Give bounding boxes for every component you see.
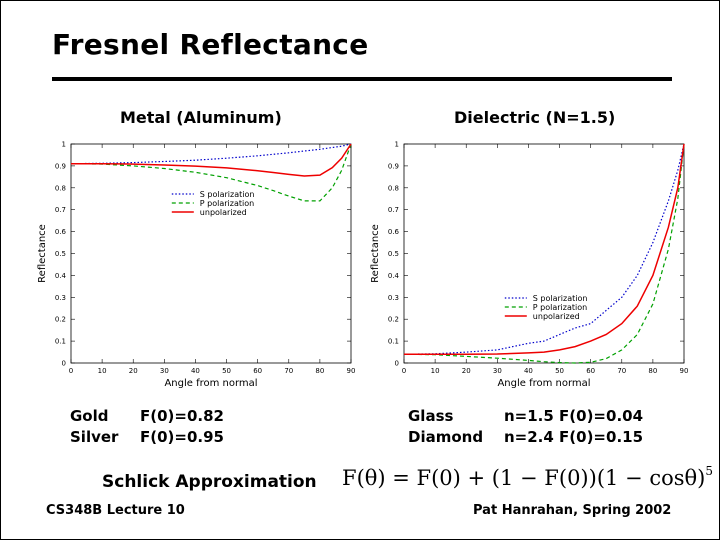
footer-author: Pat Hanrahan, Spring 2002: [473, 503, 672, 518]
plot-area: [403, 143, 685, 364]
material-value: F(0)=0.82: [140, 407, 224, 425]
y-axis-label: Reflectance: [370, 224, 381, 283]
y-tick-label: 0.6: [388, 228, 400, 236]
x-tick-label: 80: [648, 367, 657, 375]
material-value: n=2.4 F(0)=0.15: [504, 428, 644, 446]
y-tick-label: 0.6: [55, 228, 67, 236]
x-tick-label: 90: [680, 367, 689, 375]
x-tick-label: 10: [431, 367, 440, 375]
series-line-p-polarization: [403, 143, 685, 364]
legend-label: S polarization: [533, 294, 588, 303]
y-tick-label: 0.4: [55, 272, 67, 280]
x-tick-label: 30: [160, 367, 169, 375]
legend-label: P polarization: [200, 199, 254, 208]
series-line-unpolarized: [71, 143, 352, 177]
legend-label: P polarization: [533, 303, 587, 312]
x-tick-label: 10: [98, 367, 107, 375]
x-tick-label: 20: [129, 367, 138, 375]
x-tick-label: 40: [524, 367, 533, 375]
material-value: n=1.5 F(0)=0.04: [504, 407, 644, 425]
x-tick-label: 90: [347, 367, 356, 375]
y-tick-label: 0.3: [388, 294, 399, 302]
table-row: Glass n=1.5 F(0)=0.04: [408, 406, 643, 427]
x-tick-label: 20: [462, 367, 471, 375]
x-tick-label: 70: [284, 367, 293, 375]
series-line-s-polarization: [403, 143, 685, 355]
y-tick-label: 0: [62, 360, 66, 368]
y-tick-label: 0.4: [388, 272, 400, 280]
material-name: Silver: [70, 428, 119, 446]
series-line-p-polarization: [70, 143, 352, 202]
x-tick-label: 60: [253, 367, 262, 375]
x-tick-label: 60: [586, 367, 595, 375]
table-row: Diamond n=2.4 F(0)=0.15: [408, 427, 643, 448]
series-line-unpolarized: [404, 143, 685, 355]
dielectric-reflectance-chart: 0 10 20 30 40 50 60 70 80 90 0 0.1 0.2 0.3 0.4 0.5 0.6 0.…: [370, 141, 689, 390]
x-tick-label: 80: [315, 367, 324, 375]
y-tick-label: 1: [62, 141, 66, 149]
y-tick-label: 0.2: [388, 316, 399, 324]
series-line-s-polarization: [70, 143, 352, 165]
y-tick-label: 0.1: [55, 338, 66, 346]
x-tick-label: 0: [402, 367, 406, 375]
y-tick-label: 0.9: [388, 162, 399, 170]
slide-title: Fresnel Reflectance: [52, 28, 369, 61]
y-tick-label: 0.3: [55, 294, 66, 302]
x-tick-label: 40: [191, 367, 200, 375]
legend-label: unpolarized: [200, 208, 247, 217]
metals-table: Gold F(0)=0.82 Silver F(0)=0.95: [70, 406, 224, 448]
metal-reflectance-chart: 0 10 20 30 40 50 60 70 80 90 0 0.1 0.2 0.3 0.4 0.5 0.6 0.…: [37, 141, 356, 390]
table-row: Silver F(0)=0.95: [70, 427, 224, 448]
plot-area: [70, 143, 352, 364]
material-name: Glass: [408, 407, 454, 425]
x-axis-label: Angle from normal: [497, 378, 590, 389]
y-tick-label: 0.8: [388, 184, 399, 192]
formula-body: F(θ) = F(0) + (1 − F(0))(1 − cosθ): [342, 466, 706, 490]
y-tick-label: 0.7: [55, 206, 66, 214]
y-tick-label: 0.2: [55, 316, 66, 324]
legend-label: unpolarized: [533, 312, 580, 321]
chart-title-metal: Metal (Aluminum): [120, 108, 282, 127]
y-tick-label: 0.5: [388, 250, 399, 258]
y-axis-label: Reflectance: [37, 224, 48, 283]
schlick-formula: F(θ) = F(0) + (1 − F(0))(1 − cosθ)5: [342, 464, 713, 490]
y-tick-label: 0.7: [388, 206, 399, 214]
legend-label: S polarization: [200, 190, 255, 199]
title-rule: [52, 77, 672, 81]
x-axis-label: Angle from normal: [164, 378, 257, 389]
x-tick-label: 50: [555, 367, 564, 375]
material-name: Diamond: [408, 428, 484, 446]
y-tick-label: 0.5: [55, 250, 66, 258]
table-row: Gold F(0)=0.82: [70, 406, 224, 427]
y-tick-label: 0.9: [55, 162, 66, 170]
footer-course: CS348B Lecture 10: [46, 503, 185, 518]
dielectrics-table: Glass n=1.5 F(0)=0.04 Diamond n=2.4 F(0)…: [408, 406, 643, 448]
x-tick-label: 70: [617, 367, 626, 375]
x-tick-label: 50: [222, 367, 231, 375]
schlick-label: Schlick Approximation: [102, 472, 317, 492]
formula-exponent: 5: [705, 464, 713, 478]
y-tick-label: 1: [395, 141, 399, 149]
material-name: Gold: [70, 407, 109, 425]
y-tick-label: 0.8: [55, 184, 66, 192]
y-tick-label: 0: [395, 360, 399, 368]
x-tick-label: 0: [69, 367, 73, 375]
material-value: F(0)=0.95: [140, 428, 224, 446]
y-tick-label: 0.1: [388, 338, 399, 346]
x-tick-label: 30: [493, 367, 502, 375]
chart-title-dielectric: Dielectric (N=1.5): [454, 108, 616, 127]
